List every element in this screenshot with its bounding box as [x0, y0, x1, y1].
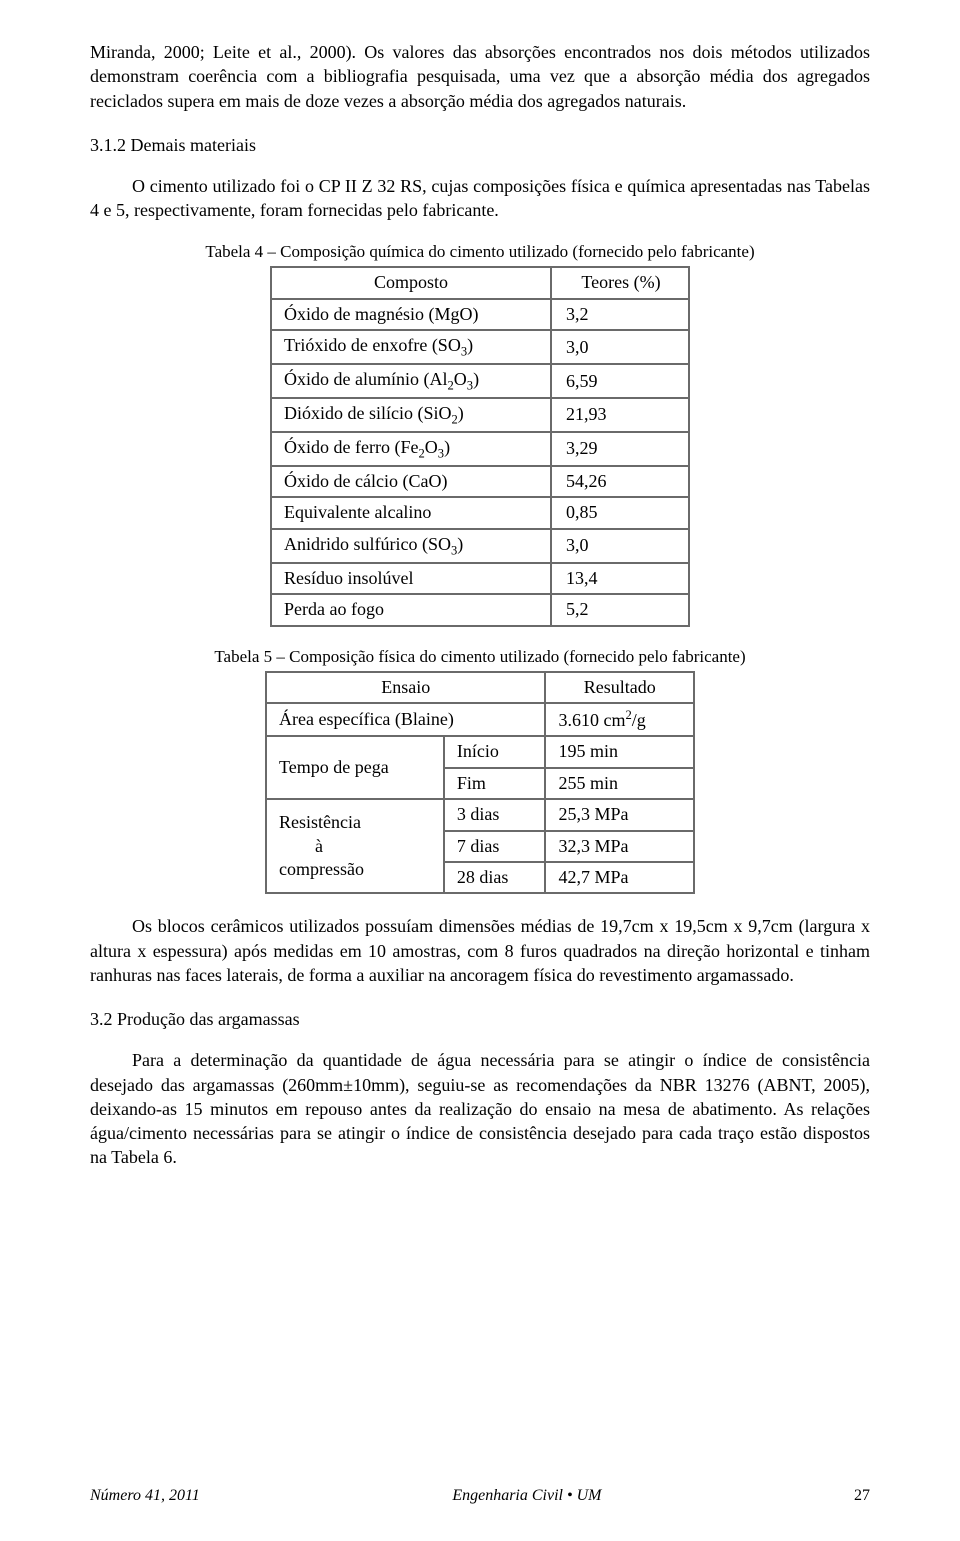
table4-label: Anidrido sulfúrico (SO3) — [271, 529, 551, 563]
table5-ensaio: Tempo de pega — [266, 736, 444, 799]
table5-resultado: 25,3 MPa — [545, 799, 694, 830]
table-row: Dióxido de silício (SiO2)21,93 — [271, 398, 689, 432]
table4-header-composto: Composto — [271, 267, 551, 298]
table5-resultado: 42,7 MPa — [545, 862, 694, 893]
table4-label: Equivalente alcalino — [271, 497, 551, 528]
table5-sub: 3 dias — [444, 799, 546, 830]
footer-right: 27 — [854, 1487, 870, 1505]
table-row: Perda ao fogo5,2 — [271, 594, 689, 625]
table4: Composto Teores (%) Óxido de magnésio (M… — [270, 266, 690, 626]
table5-sub: 7 dias — [444, 831, 546, 862]
table5-resultado: 195 min — [545, 736, 694, 767]
table4-label: Dióxido de silício (SiO2) — [271, 398, 551, 432]
table4-header-row: Composto Teores (%) — [271, 267, 689, 298]
table-row: Óxido de ferro (Fe2O3)3,29 — [271, 432, 689, 466]
table-row: Tempo de pegaInício195 min — [266, 736, 694, 767]
table-row: Óxido de magnésio (MgO)3,2 — [271, 299, 689, 330]
intro-paragraph: Miranda, 2000; Leite et al., 2000). Os v… — [90, 40, 870, 113]
table4-caption: Tabela 4 – Composição química do cimento… — [90, 242, 870, 262]
table4-value: 3,0 — [551, 529, 689, 563]
page-footer: Número 41, 2011 Engenharia Civil • UM 27 — [90, 1487, 870, 1505]
subsection-32-heading: 3.2 Produção das argamassas — [90, 1009, 870, 1030]
table-row: Equivalente alcalino0,85 — [271, 497, 689, 528]
table5-resultado: 255 min — [545, 768, 694, 799]
table5-sub: 28 dias — [444, 862, 546, 893]
table-row: Trióxido de enxofre (SO3)3,0 — [271, 330, 689, 364]
table4-value: 21,93 — [551, 398, 689, 432]
table5-resultado: 3.610 cm2/g — [545, 703, 694, 736]
table5-header-ensaio: Ensaio — [266, 672, 545, 703]
table4-label: Óxido de cálcio (CaO) — [271, 466, 551, 497]
table5-header-resultado: Resultado — [545, 672, 694, 703]
table5-header-row: Ensaio Resultado — [266, 672, 694, 703]
footer-center: Engenharia Civil • UM — [452, 1487, 601, 1505]
paragraph-agua: Para a determinação da quantidade de águ… — [90, 1048, 870, 1169]
paragraph-cimento: O cimento utilizado foi o CP II Z 32 RS,… — [90, 174, 870, 223]
footer-left: Número 41, 2011 — [90, 1487, 200, 1505]
table4-header-teores: Teores (%) — [551, 267, 689, 298]
table4-value: 3,2 — [551, 299, 689, 330]
table4-value: 5,2 — [551, 594, 689, 625]
table4-label: Óxido de magnésio (MgO) — [271, 299, 551, 330]
table5-ensaio: Resistência àcompressão — [266, 799, 444, 893]
table-row: Óxido de cálcio (CaO)54,26 — [271, 466, 689, 497]
table5-sub: Início — [444, 736, 546, 767]
table4-value: 54,26 — [551, 466, 689, 497]
table5-resultado: 32,3 MPa — [545, 831, 694, 862]
table4-value: 3,0 — [551, 330, 689, 364]
table4-value: 0,85 — [551, 497, 689, 528]
table4-label: Resíduo insolúvel — [271, 563, 551, 594]
table4-value: 3,29 — [551, 432, 689, 466]
table-row: Anidrido sulfúrico (SO3)3,0 — [271, 529, 689, 563]
table4-value: 6,59 — [551, 364, 689, 398]
table4-label: Perda ao fogo — [271, 594, 551, 625]
subsection-312-heading: 3.1.2 Demais materiais — [90, 135, 870, 156]
table4-label: Trióxido de enxofre (SO3) — [271, 330, 551, 364]
paragraph-blocos: Os blocos cerâmicos utilizados possuíam … — [90, 914, 870, 987]
table-row: Resíduo insolúvel13,4 — [271, 563, 689, 594]
table5-caption: Tabela 5 – Composição física do cimento … — [90, 647, 870, 667]
table5-sub: Fim — [444, 768, 546, 799]
table-row: Óxido de alumínio (Al2O3)6,59 — [271, 364, 689, 398]
table-row: Área específica (Blaine)3.610 cm2/g — [266, 703, 694, 736]
table-row: Resistência àcompressão3 dias25,3 MPa — [266, 799, 694, 830]
table4-label: Óxido de ferro (Fe2O3) — [271, 432, 551, 466]
table4-value: 13,4 — [551, 563, 689, 594]
table5: Ensaio Resultado Área específica (Blaine… — [265, 671, 695, 895]
table5-ensaio: Área específica (Blaine) — [266, 703, 545, 736]
table4-label: Óxido de alumínio (Al2O3) — [271, 364, 551, 398]
